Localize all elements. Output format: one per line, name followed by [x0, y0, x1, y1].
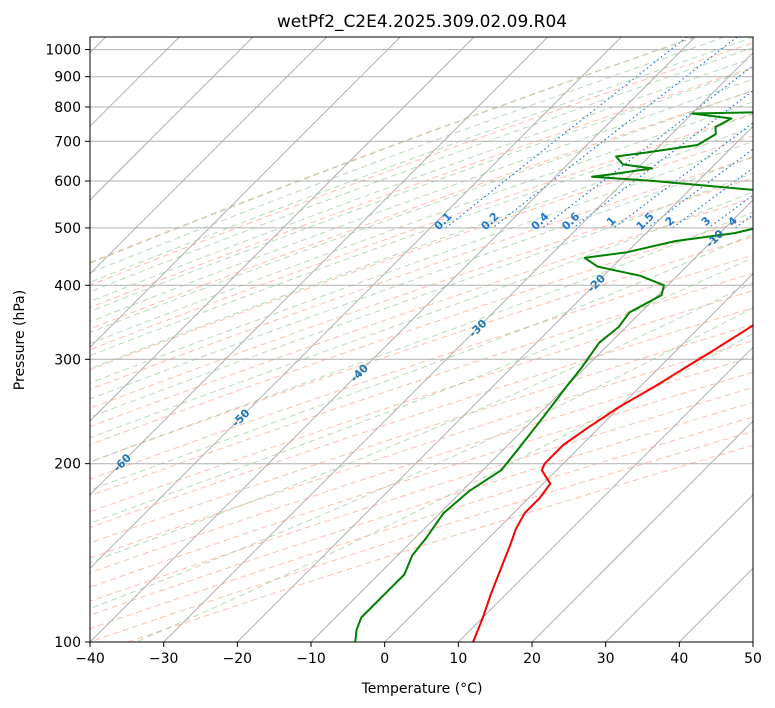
mixing-ratio-line [647, 148, 753, 229]
isotherm-line [90, 37, 328, 275]
mixing-ratio-line [492, 37, 738, 229]
chart-title: wetPf2_C2E4.2025.309.02.09.R04 [277, 12, 567, 32]
moist-adiabat-line [90, 211, 753, 463]
isotherm-line [310, 199, 753, 642]
isotherm-line [457, 346, 753, 642]
x-tick-label: −10 [296, 651, 326, 667]
x-tick-label: −30 [149, 651, 179, 667]
dry-adiabat-line [90, 356, 753, 574]
y-tick-label: 400 [54, 278, 81, 294]
y-tick-label: 500 [54, 221, 81, 237]
isotherm-line [236, 125, 753, 642]
moist-adiabat-line [90, 257, 753, 524]
dry-adiabat-line [90, 340, 753, 559]
dry-adiabat-line [90, 156, 753, 390]
moist-adiabat-line [90, 172, 753, 418]
dry-adiabat-line [90, 37, 696, 263]
moist-adiabat-line [90, 67, 753, 313]
moist-adiabat-line [90, 126, 753, 370]
y-axis-label: Pressure (hPa) [12, 290, 28, 390]
y-tick-label: 800 [54, 100, 81, 116]
isotherm-line [90, 37, 696, 642]
moist-adiabat-line [90, 281, 753, 564]
temperature-line [472, 324, 753, 642]
isotherm-line [90, 37, 622, 570]
isotherm-line [90, 37, 549, 496]
x-tick-label: 20 [523, 651, 541, 667]
moist-adiabat-line [90, 233, 753, 491]
moist-adiabat-line [90, 89, 753, 333]
isotherm-line [163, 51, 753, 642]
dry-adiabat-line [90, 307, 753, 529]
dry-adiabat-line [90, 177, 753, 409]
dry-adiabat-line [90, 66, 753, 309]
isotherm-line [531, 420, 753, 642]
x-tick-label: 10 [449, 651, 467, 667]
y-tick-label: 900 [54, 70, 81, 86]
x-tick-label: 50 [744, 651, 762, 667]
moist-adiabat-line [90, 78, 753, 323]
y-tick-label: 100 [54, 635, 81, 651]
isotherm-line [90, 37, 401, 349]
y-tick-label: 700 [54, 134, 81, 150]
dry-adiabat-line [90, 386, 753, 602]
dry-adiabat-line [90, 290, 753, 513]
moist-adiabat-line [90, 37, 696, 264]
moist-adiabat-line [90, 113, 753, 357]
mixing-ratio-line [572, 89, 753, 229]
x-tick-label: 30 [597, 651, 615, 667]
y-tick-label: 200 [54, 457, 81, 473]
isotherm-line [384, 272, 753, 642]
dry-adiabat-line [90, 197, 753, 428]
x-tick-label: −40 [75, 651, 105, 667]
mixing-ratio-line [672, 167, 753, 229]
x-tick-label: 0 [380, 651, 389, 667]
moist-adiabat-line [90, 156, 753, 400]
dry-adiabat-line [90, 254, 753, 480]
moist-adiabat-line [90, 57, 753, 303]
dry-adiabat-line [90, 42, 753, 286]
y-tick-label: 600 [54, 174, 81, 190]
moist-adiabat-line [90, 37, 725, 274]
y-tick-label: 300 [54, 352, 81, 368]
x-tick-label: −20 [223, 651, 253, 667]
dewpoint-line [354, 111, 753, 642]
dry-adiabat-line [90, 217, 753, 446]
x-axis-label: Temperature (°C) [361, 681, 483, 697]
moist-adiabat-line [90, 47, 753, 293]
isotherm-line [90, 37, 475, 422]
mixing-ratio-line [445, 37, 688, 229]
isotherm-line [605, 493, 753, 642]
plot-frame [89, 36, 754, 643]
x-tick-label: 40 [670, 651, 688, 667]
isotherm-line [90, 37, 254, 201]
y-tick-label: 1000 [45, 43, 81, 59]
